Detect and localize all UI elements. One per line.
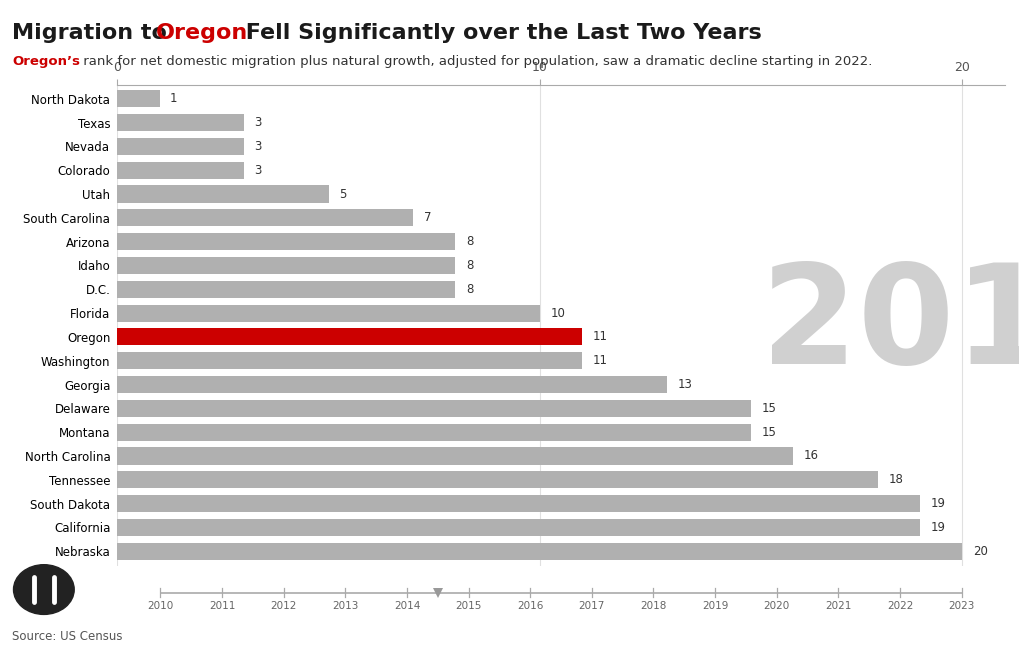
Text: 2019: 2019 xyxy=(701,601,728,612)
Bar xyxy=(117,328,582,346)
Text: 15: 15 xyxy=(761,426,775,439)
Text: Migration to: Migration to xyxy=(12,23,174,43)
Bar xyxy=(117,376,666,393)
Text: 2014: 2014 xyxy=(393,601,420,612)
Text: 16: 16 xyxy=(803,449,818,462)
Text: 2016: 2016 xyxy=(517,601,543,612)
Bar xyxy=(117,185,328,203)
Bar xyxy=(117,352,582,369)
Text: 2014: 2014 xyxy=(760,257,1019,393)
Text: 15: 15 xyxy=(761,402,775,415)
Text: Source: US Census: Source: US Census xyxy=(12,630,122,644)
Text: 19: 19 xyxy=(929,521,945,534)
Text: 11: 11 xyxy=(592,330,607,343)
Text: 2017: 2017 xyxy=(578,601,604,612)
Bar xyxy=(117,114,244,131)
Text: 2023: 2023 xyxy=(948,601,974,612)
Text: 19: 19 xyxy=(929,497,945,510)
Text: 13: 13 xyxy=(677,378,692,391)
Text: 1: 1 xyxy=(170,92,177,105)
Bar xyxy=(117,162,244,179)
Text: 2022: 2022 xyxy=(886,601,912,612)
Text: 2018: 2018 xyxy=(640,601,666,612)
Text: 8: 8 xyxy=(466,283,473,296)
Text: 18: 18 xyxy=(888,473,903,486)
Bar xyxy=(117,257,454,274)
Text: 3: 3 xyxy=(255,164,262,177)
Text: 2015: 2015 xyxy=(454,601,481,612)
Text: Fell Significantly over the Last Two Years: Fell Significantly over the Last Two Yea… xyxy=(237,23,760,43)
Text: 11: 11 xyxy=(592,354,607,367)
Bar xyxy=(117,90,159,107)
Text: 5: 5 xyxy=(338,188,346,201)
Bar xyxy=(117,281,454,298)
Text: 20: 20 xyxy=(972,545,987,558)
Text: 2021: 2021 xyxy=(824,601,851,612)
Text: Oregon’s: Oregon’s xyxy=(12,55,81,68)
Bar xyxy=(117,471,877,488)
Text: rank for net domestic migration plus natural growth, adjusted for population, sa: rank for net domestic migration plus nat… xyxy=(78,55,871,68)
Text: 2012: 2012 xyxy=(270,601,297,612)
Text: 3: 3 xyxy=(255,140,262,153)
Text: 2013: 2013 xyxy=(332,601,358,612)
Bar xyxy=(117,233,454,250)
Text: 8: 8 xyxy=(466,235,473,248)
Bar xyxy=(117,424,750,441)
Bar xyxy=(117,209,413,226)
Text: 10: 10 xyxy=(550,307,565,320)
Text: 2010: 2010 xyxy=(147,601,173,612)
Text: 2011: 2011 xyxy=(209,601,235,612)
Text: 3: 3 xyxy=(255,116,262,129)
Text: Oregon: Oregon xyxy=(156,23,248,43)
Bar xyxy=(117,304,539,322)
Bar xyxy=(117,447,793,465)
Text: 2020: 2020 xyxy=(763,601,789,612)
Bar xyxy=(117,138,244,155)
Bar xyxy=(117,495,919,512)
Text: 7: 7 xyxy=(423,211,431,224)
Bar xyxy=(117,543,962,560)
Bar xyxy=(117,519,919,536)
Circle shape xyxy=(13,565,74,614)
Text: 8: 8 xyxy=(466,259,473,272)
Bar xyxy=(117,400,750,417)
